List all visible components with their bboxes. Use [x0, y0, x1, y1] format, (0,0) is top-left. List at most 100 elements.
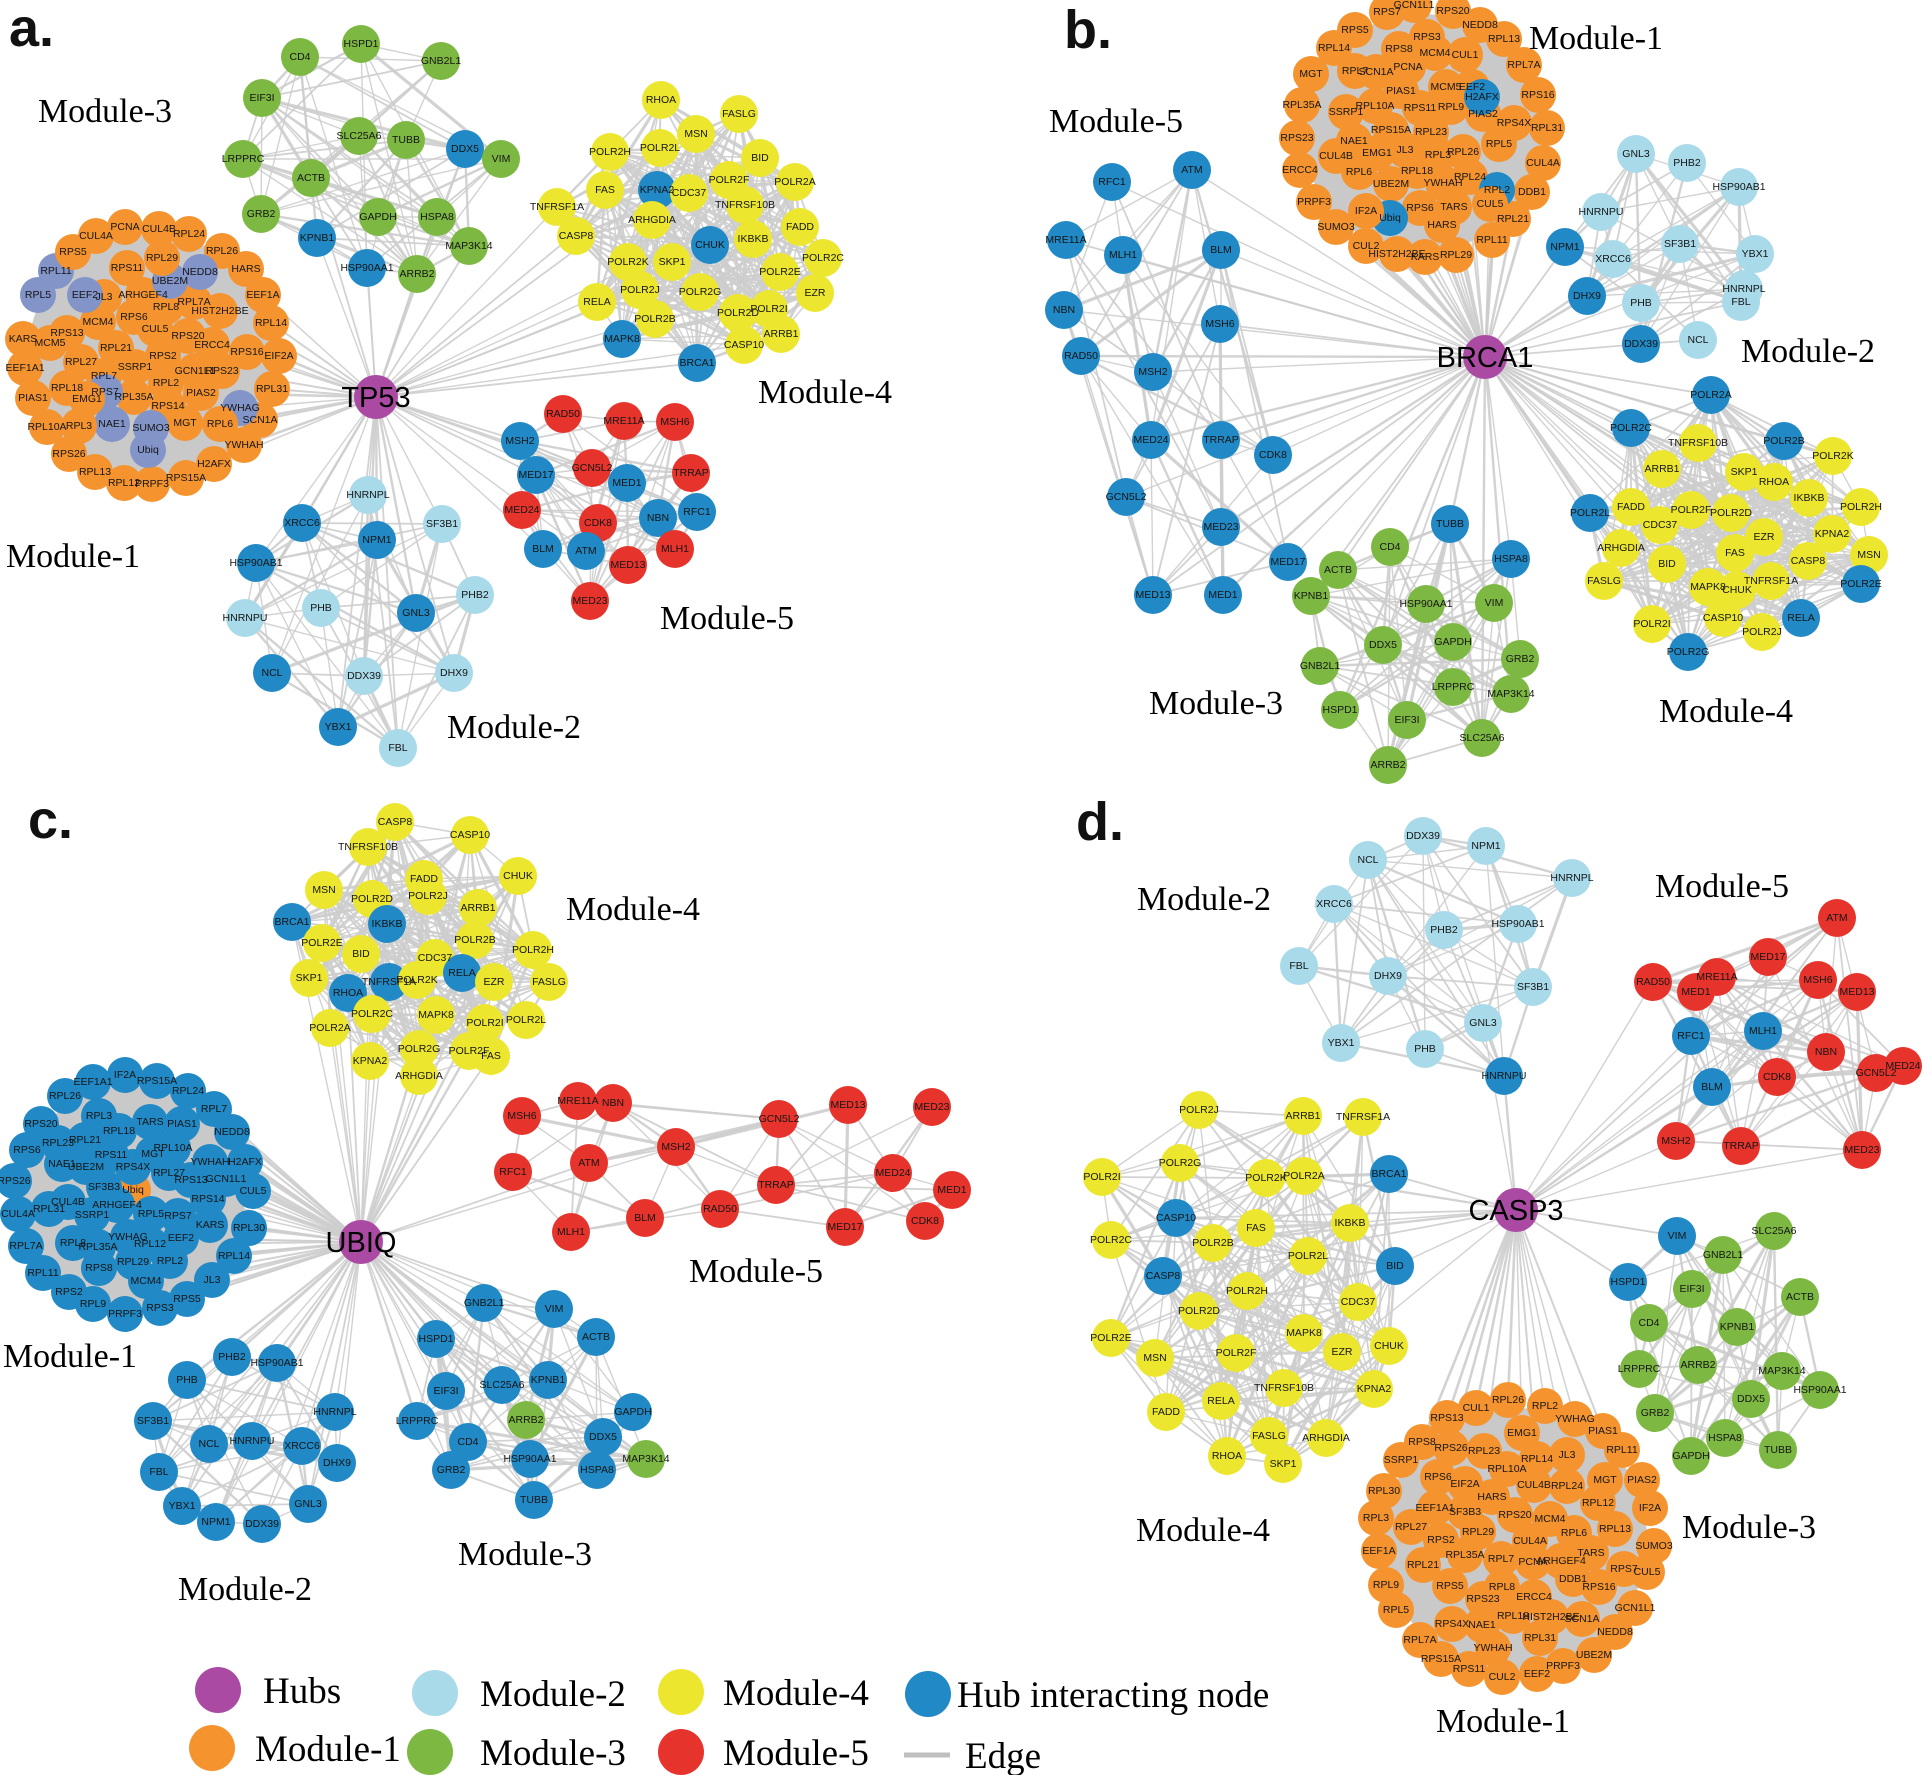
svg-text:DDB1: DDB1: [1559, 1573, 1587, 1585]
svg-text:RPS8: RPS8: [85, 1262, 113, 1274]
svg-text:NEDD8: NEDD8: [214, 1126, 250, 1138]
svg-text:POLR2B: POLR2B: [1192, 1237, 1233, 1249]
svg-text:RPS16: RPS16: [1582, 1581, 1615, 1593]
svg-text:GRB2: GRB2: [247, 208, 276, 220]
svg-text:SF3B1: SF3B1: [1664, 238, 1696, 250]
svg-text:PCNA: PCNA: [1393, 61, 1422, 73]
svg-text:RELA: RELA: [448, 967, 475, 979]
svg-text:RPL18: RPL18: [103, 1125, 135, 1137]
svg-text:BLM: BLM: [1210, 244, 1232, 256]
svg-text:RPL35A: RPL35A: [1282, 99, 1321, 111]
svg-text:RPL27: RPL27: [1395, 1521, 1427, 1533]
svg-text:MCM4: MCM4: [1420, 47, 1451, 59]
svg-text:CUL1: CUL1: [1463, 1402, 1490, 1414]
svg-text:CUL4A: CUL4A: [1526, 157, 1560, 169]
svg-text:YWHAG: YWHAG: [108, 1231, 148, 1243]
svg-text:SKP1: SKP1: [1731, 466, 1758, 478]
svg-text:MCM4: MCM4: [131, 1275, 162, 1287]
svg-text:SCN1A: SCN1A: [242, 414, 277, 426]
svg-text:VIM: VIM: [1485, 597, 1504, 609]
svg-text:BLM: BLM: [1701, 1081, 1723, 1093]
svg-text:TARS: TARS: [1440, 201, 1467, 213]
svg-text:NCL: NCL: [198, 1438, 219, 1450]
svg-text:SKP1: SKP1: [1270, 1458, 1297, 1470]
svg-text:BLM: BLM: [532, 543, 554, 555]
svg-text:CUL5: CUL5: [142, 323, 169, 335]
svg-text:FAS: FAS: [595, 184, 615, 196]
svg-text:SF3B3: SF3B3: [88, 1181, 120, 1193]
svg-text:DHX9: DHX9: [323, 1457, 351, 1469]
svg-text:FAS: FAS: [1246, 1222, 1266, 1234]
svg-text:LRPPRC: LRPPRC: [396, 1415, 439, 1427]
svg-text:RPL31: RPL31: [256, 383, 288, 395]
svg-text:RPL12: RPL12: [134, 1238, 166, 1250]
svg-text:RPL6: RPL6: [1561, 1527, 1587, 1539]
svg-text:RPL18: RPL18: [1401, 165, 1433, 177]
svg-text:RPL26: RPL26: [206, 245, 238, 257]
svg-text:SSRP1: SSRP1: [1329, 106, 1364, 118]
svg-text:H2AFX: H2AFX: [228, 1156, 262, 1168]
svg-text:RPS13: RPS13: [50, 327, 83, 339]
svg-text:POLR2G: POLR2G: [679, 286, 722, 298]
svg-text:RPS11: RPS11: [95, 1149, 128, 1161]
svg-text:RPL21: RPL21: [69, 1134, 101, 1146]
svg-text:Module-3: Module-3: [1149, 685, 1283, 722]
svg-text:RPL5: RPL5: [1486, 138, 1512, 150]
svg-text:DHX9: DHX9: [1374, 970, 1402, 982]
svg-text:ARHGEF4: ARHGEF4: [1536, 1555, 1586, 1567]
svg-text:XRCC6: XRCC6: [284, 1440, 320, 1452]
svg-text:RPL13: RPL13: [79, 466, 111, 478]
svg-text:HNRNPU: HNRNPU: [1482, 1070, 1527, 1082]
svg-text:LRPPRC: LRPPRC: [1432, 681, 1475, 693]
svg-text:RPL24: RPL24: [1454, 171, 1486, 183]
svg-text:RPS3: RPS3: [146, 1302, 174, 1314]
svg-text:POLR2G: POLR2G: [1667, 646, 1710, 658]
svg-text:MED13: MED13: [830, 1099, 865, 1111]
svg-text:CUL5: CUL5: [240, 1185, 267, 1197]
svg-text:POLR2H: POLR2H: [512, 944, 554, 956]
svg-text:POLR2E: POLR2E: [759, 266, 800, 278]
svg-text:NEDD8: NEDD8: [1597, 1626, 1633, 1638]
svg-text:TRRAP: TRRAP: [758, 1179, 794, 1191]
svg-text:RFC1: RFC1: [499, 1166, 527, 1178]
svg-text:GNL3: GNL3: [402, 607, 430, 619]
svg-text:Module-4: Module-4: [566, 891, 700, 928]
svg-text:CHUK: CHUK: [695, 239, 725, 251]
svg-text:ARRB2: ARRB2: [1370, 759, 1405, 771]
svg-text:MSH2: MSH2: [505, 435, 534, 447]
svg-text:SLC25A6: SLC25A6: [1752, 1225, 1797, 1237]
svg-text:GNB2L1: GNB2L1: [1703, 1249, 1743, 1261]
svg-text:SUMO3: SUMO3: [1635, 1540, 1673, 1552]
svg-text:HSP90AB1: HSP90AB1: [1491, 918, 1544, 930]
svg-text:SKP1: SKP1: [296, 972, 323, 984]
svg-text:RPL14: RPL14: [218, 1250, 250, 1262]
svg-text:PIAS2: PIAS2: [1627, 1474, 1657, 1486]
svg-text:RPL26: RPL26: [1492, 1394, 1524, 1406]
svg-text:SLC25A6: SLC25A6: [1460, 732, 1505, 744]
svg-text:RPL2: RPL2: [153, 377, 179, 389]
svg-text:Ubiq: Ubiq: [1379, 212, 1401, 224]
svg-text:PCNA: PCNA: [110, 221, 139, 233]
svg-text:POLR2L: POLR2L: [506, 1014, 546, 1026]
svg-text:UBE2M: UBE2M: [152, 275, 188, 287]
svg-text:POLR2J: POLR2J: [1179, 1104, 1219, 1116]
svg-text:MED13: MED13: [1839, 986, 1874, 998]
svg-text:RPL7: RPL7: [91, 370, 117, 382]
svg-text:HNRNPU: HNRNPU: [1579, 206, 1624, 218]
svg-text:RPL8: RPL8: [153, 301, 179, 313]
svg-text:POLR2I: POLR2I: [466, 1017, 503, 1029]
svg-text:RPL24: RPL24: [1551, 1480, 1583, 1492]
svg-text:RPS13: RPS13: [174, 1174, 207, 1186]
svg-text:RPS20: RPS20: [24, 1118, 57, 1130]
svg-text:GAPDH: GAPDH: [614, 1406, 651, 1418]
svg-text:POLR2L: POLR2L: [1288, 1250, 1328, 1262]
svg-text:CUL4B: CUL4B: [1517, 1479, 1551, 1491]
svg-text:POLR2G: POLR2G: [398, 1043, 441, 1055]
svg-text:POLR2H: POLR2H: [1226, 1285, 1268, 1297]
svg-text:MAP3K14: MAP3K14: [1758, 1365, 1805, 1377]
svg-text:MSH2: MSH2: [1138, 366, 1167, 378]
svg-text:Module-3: Module-3: [458, 1536, 592, 1573]
svg-text:VIM: VIM: [1668, 1230, 1687, 1242]
svg-text:RPL3: RPL3: [1363, 1512, 1389, 1524]
svg-text:RPL5: RPL5: [1383, 1604, 1409, 1616]
